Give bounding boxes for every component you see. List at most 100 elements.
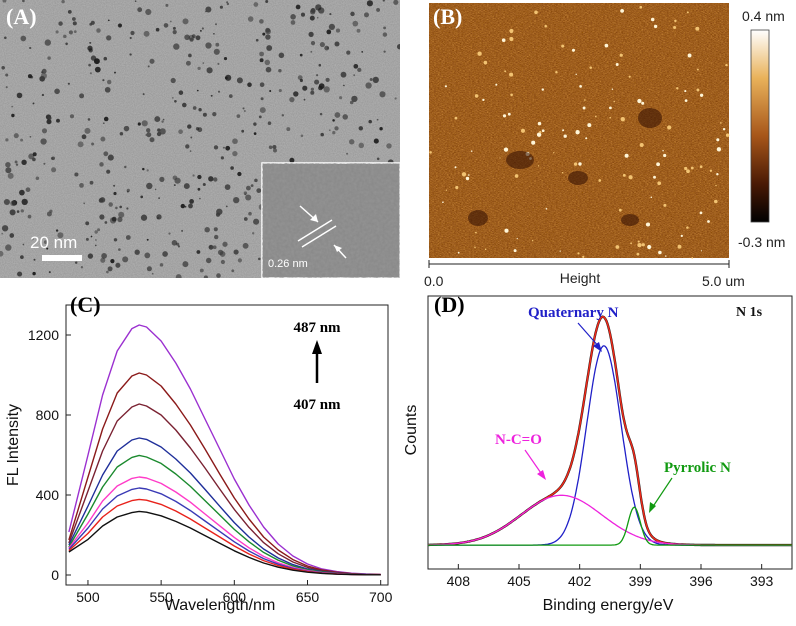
nanoparticle xyxy=(236,114,241,118)
afm-particle xyxy=(541,88,544,91)
afm-particle xyxy=(656,162,660,167)
afm-particle xyxy=(691,257,694,259)
nanoparticle xyxy=(224,76,228,80)
nanoparticle xyxy=(122,256,129,263)
nanoparticle xyxy=(171,97,174,99)
nanoparticle xyxy=(10,200,16,207)
afm-particle xyxy=(444,85,447,88)
afm-particle xyxy=(707,220,710,223)
nanoparticle xyxy=(35,176,40,180)
nanoparticle xyxy=(199,197,201,200)
nanoparticle xyxy=(318,63,322,67)
nanoparticle xyxy=(119,132,124,136)
nanoparticle xyxy=(89,72,92,75)
afm-particle xyxy=(504,228,509,233)
nanoparticle xyxy=(162,251,168,257)
nanoparticle xyxy=(107,154,114,161)
nanoparticle xyxy=(364,12,369,18)
nanoparticle xyxy=(303,98,306,101)
nanoparticle xyxy=(202,62,205,64)
arrow-head xyxy=(310,214,318,222)
afm-particle xyxy=(531,239,534,242)
nanoparticle xyxy=(55,30,59,34)
nanoparticle xyxy=(310,90,315,95)
afm-particle xyxy=(637,242,642,248)
nanoparticle xyxy=(349,100,354,105)
nanoparticle xyxy=(87,118,91,121)
nanoparticle xyxy=(73,30,77,34)
nanoparticle xyxy=(299,78,303,83)
y-axis-label: Counts xyxy=(403,405,420,456)
nanoparticle xyxy=(4,36,7,40)
nanoparticle xyxy=(350,11,355,17)
nanoparticle xyxy=(9,209,16,216)
nanoparticle xyxy=(184,205,187,208)
nanoparticle xyxy=(273,148,277,153)
nanoparticle xyxy=(319,42,325,48)
afm-particle xyxy=(520,128,526,133)
afm-particle xyxy=(677,244,682,249)
nanoparticle xyxy=(328,23,335,30)
nanoparticle xyxy=(216,273,221,278)
xps-component-1 xyxy=(428,494,792,546)
nanoparticle xyxy=(278,52,285,59)
nanoparticle xyxy=(61,0,65,4)
nanoparticle xyxy=(267,121,272,125)
nanoparticle xyxy=(146,132,152,138)
nanoparticle xyxy=(259,82,265,88)
nanoparticle xyxy=(40,138,47,145)
nanoparticle xyxy=(146,266,152,272)
nanoparticle xyxy=(332,119,335,122)
fl-series-5 xyxy=(68,476,381,576)
nanoparticle xyxy=(343,84,345,87)
afm-particle xyxy=(611,88,614,90)
nanoparticle xyxy=(142,93,145,96)
nanoparticle xyxy=(278,68,282,73)
nanoparticle xyxy=(15,163,19,166)
afm-particle xyxy=(571,48,576,52)
nanoparticle xyxy=(188,53,192,58)
afm-particle xyxy=(658,250,662,255)
nanoparticle xyxy=(259,51,264,57)
nanoparticle xyxy=(47,56,51,60)
nanoparticle xyxy=(199,268,204,273)
nanoparticle xyxy=(7,172,14,179)
nanoparticle xyxy=(334,112,341,118)
afm-particle xyxy=(615,245,620,249)
nanoparticle xyxy=(84,127,91,134)
panel-label-b: (B) xyxy=(433,4,463,29)
nanoparticle xyxy=(43,240,48,244)
afm-axis-title: Height xyxy=(560,270,601,286)
afm-particle xyxy=(541,129,545,133)
nanoparticle xyxy=(253,2,259,7)
afm-particle xyxy=(582,255,585,259)
nanoparticle xyxy=(170,77,176,84)
afm-particle xyxy=(714,199,718,204)
nanoparticle xyxy=(49,209,53,213)
nanoparticle xyxy=(259,107,266,114)
afm-particle xyxy=(575,130,580,135)
fl-series-2 xyxy=(68,403,381,576)
pointer-pyrrolic xyxy=(651,477,673,509)
x-tick-label: 700 xyxy=(369,589,393,605)
nanoparticle xyxy=(142,167,145,171)
afm-particle xyxy=(587,123,592,128)
nanoparticle xyxy=(233,196,240,204)
nanoparticle xyxy=(87,253,94,259)
nanoparticle xyxy=(178,129,183,135)
afm-particle xyxy=(507,112,511,116)
nanoparticle xyxy=(113,184,116,187)
panel-label-c: (C) xyxy=(70,292,101,317)
nanoparticle xyxy=(237,171,242,177)
nanoparticle xyxy=(103,116,109,122)
afm-particle xyxy=(579,85,582,88)
nanoparticle-dots xyxy=(0,0,403,281)
nanoparticle xyxy=(88,63,91,67)
nanoparticle xyxy=(177,245,181,248)
nanoparticle xyxy=(376,7,381,12)
afm-particle xyxy=(662,149,664,152)
nanoparticle xyxy=(182,18,189,25)
nanoparticle xyxy=(210,94,213,97)
afm-particle xyxy=(609,116,612,119)
nanoparticle xyxy=(192,106,197,110)
